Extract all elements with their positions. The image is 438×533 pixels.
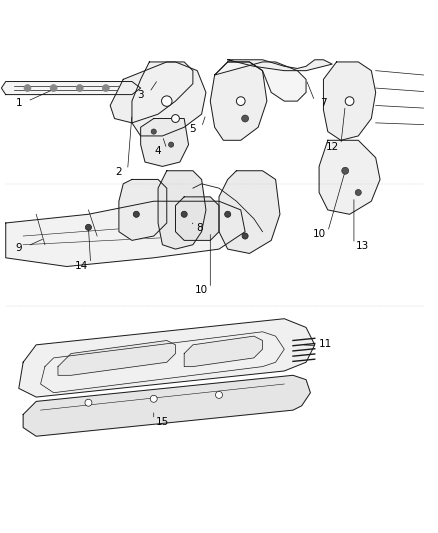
Polygon shape [184,336,262,367]
Polygon shape [210,62,267,140]
Polygon shape [323,62,376,140]
Circle shape [151,129,156,134]
Polygon shape [119,180,167,240]
Circle shape [242,233,248,239]
Polygon shape [158,171,206,249]
Text: 8: 8 [196,223,203,233]
Circle shape [169,142,174,147]
Circle shape [242,115,249,122]
Text: 1: 1 [15,98,22,108]
Polygon shape [58,341,176,375]
Circle shape [342,167,349,174]
Text: 11: 11 [319,338,332,349]
Text: 7: 7 [320,98,327,108]
Circle shape [215,391,223,398]
Polygon shape [132,62,206,136]
Circle shape [345,97,354,106]
Circle shape [50,85,57,92]
Polygon shape [6,201,245,266]
Polygon shape [110,62,193,123]
Circle shape [237,97,245,106]
Text: 9: 9 [15,243,22,253]
Polygon shape [219,171,280,254]
Circle shape [162,96,172,107]
Text: 5: 5 [190,124,196,134]
Text: 14: 14 [75,261,88,271]
Polygon shape [176,197,219,240]
Circle shape [355,189,361,196]
Circle shape [181,211,187,217]
Circle shape [225,211,231,217]
Polygon shape [215,62,306,101]
Polygon shape [141,118,188,166]
Circle shape [172,115,180,123]
Polygon shape [19,319,315,397]
Circle shape [133,211,139,217]
Polygon shape [1,82,141,94]
Polygon shape [319,140,380,214]
Text: 15: 15 [156,417,169,427]
Text: 10: 10 [195,286,208,295]
Circle shape [85,399,92,406]
Text: 2: 2 [116,167,122,177]
Text: 13: 13 [356,241,369,251]
Circle shape [85,224,92,230]
Polygon shape [228,60,332,71]
Circle shape [102,85,110,92]
Text: 4: 4 [155,146,161,156]
Circle shape [150,395,157,402]
Text: 10: 10 [313,229,326,239]
Text: 12: 12 [325,142,339,152]
Circle shape [24,85,31,92]
Text: 3: 3 [138,90,144,100]
Circle shape [76,85,83,92]
Polygon shape [23,375,311,436]
